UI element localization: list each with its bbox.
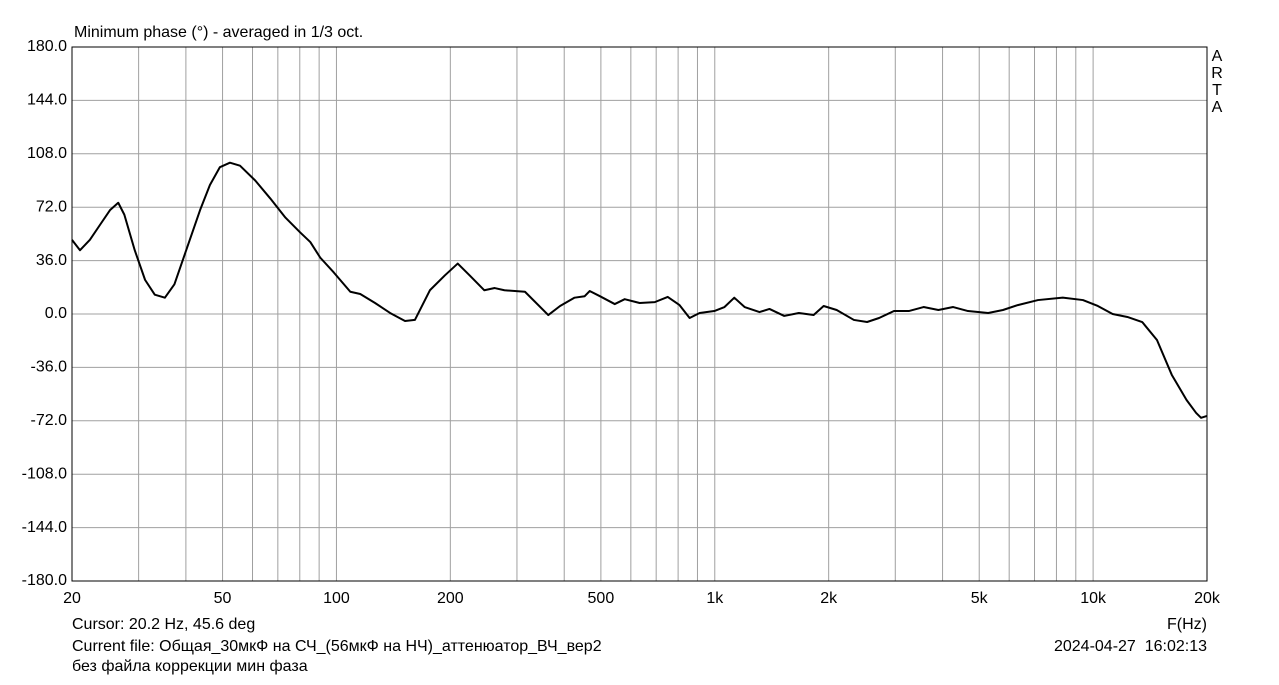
x-tick-label: 2k [820,590,838,607]
x-tick-label: 20 [63,590,81,607]
watermark-letter: A [1212,99,1223,116]
x-tick-label: 500 [588,590,615,607]
y-tick-label: 0.0 [45,305,67,322]
watermark-letter: T [1212,82,1222,99]
y-tick-label: 144.0 [27,92,67,109]
y-tick-label: -36.0 [31,359,68,376]
x-tick-label: 1k [706,590,724,607]
x-axis-label: F(Hz) [1167,616,1207,633]
cursor-readout: Cursor: 20.2 Hz, 45.6 deg [72,616,255,633]
x-tick-label: 100 [323,590,350,607]
watermark-letter: R [1211,65,1223,82]
x-tick-label: 50 [214,590,232,607]
x-tick-label: 10k [1080,590,1107,607]
y-tick-label: 72.0 [36,198,67,215]
timestamp: 2024-04-27 16:02:13 [1054,638,1207,655]
x-tick-label: 200 [437,590,464,607]
chart-title: Minimum phase (°) - averaged in 1/3 oct. [74,24,363,41]
y-tick-label: -144.0 [22,519,67,536]
note: без файла коррекции мин фаза [72,658,308,675]
plot-frame [71,46,1208,582]
x-tick-label: 5k [971,590,989,607]
x-tick-label: 20k [1194,590,1221,607]
y-tick-label: -108.0 [22,465,67,482]
phase-line [71,161,1208,419]
y-tick-label: 36.0 [36,252,67,269]
current-file: Current file: Общая_30мкФ на СЧ_(56мкФ н… [72,638,602,655]
y-tick-label: 108.0 [27,145,67,162]
watermark-letter: A [1212,48,1223,65]
y-tick-label: 180.0 [27,38,67,55]
y-tick-label: -72.0 [31,412,68,429]
y-tick-label: -180.0 [22,572,67,589]
